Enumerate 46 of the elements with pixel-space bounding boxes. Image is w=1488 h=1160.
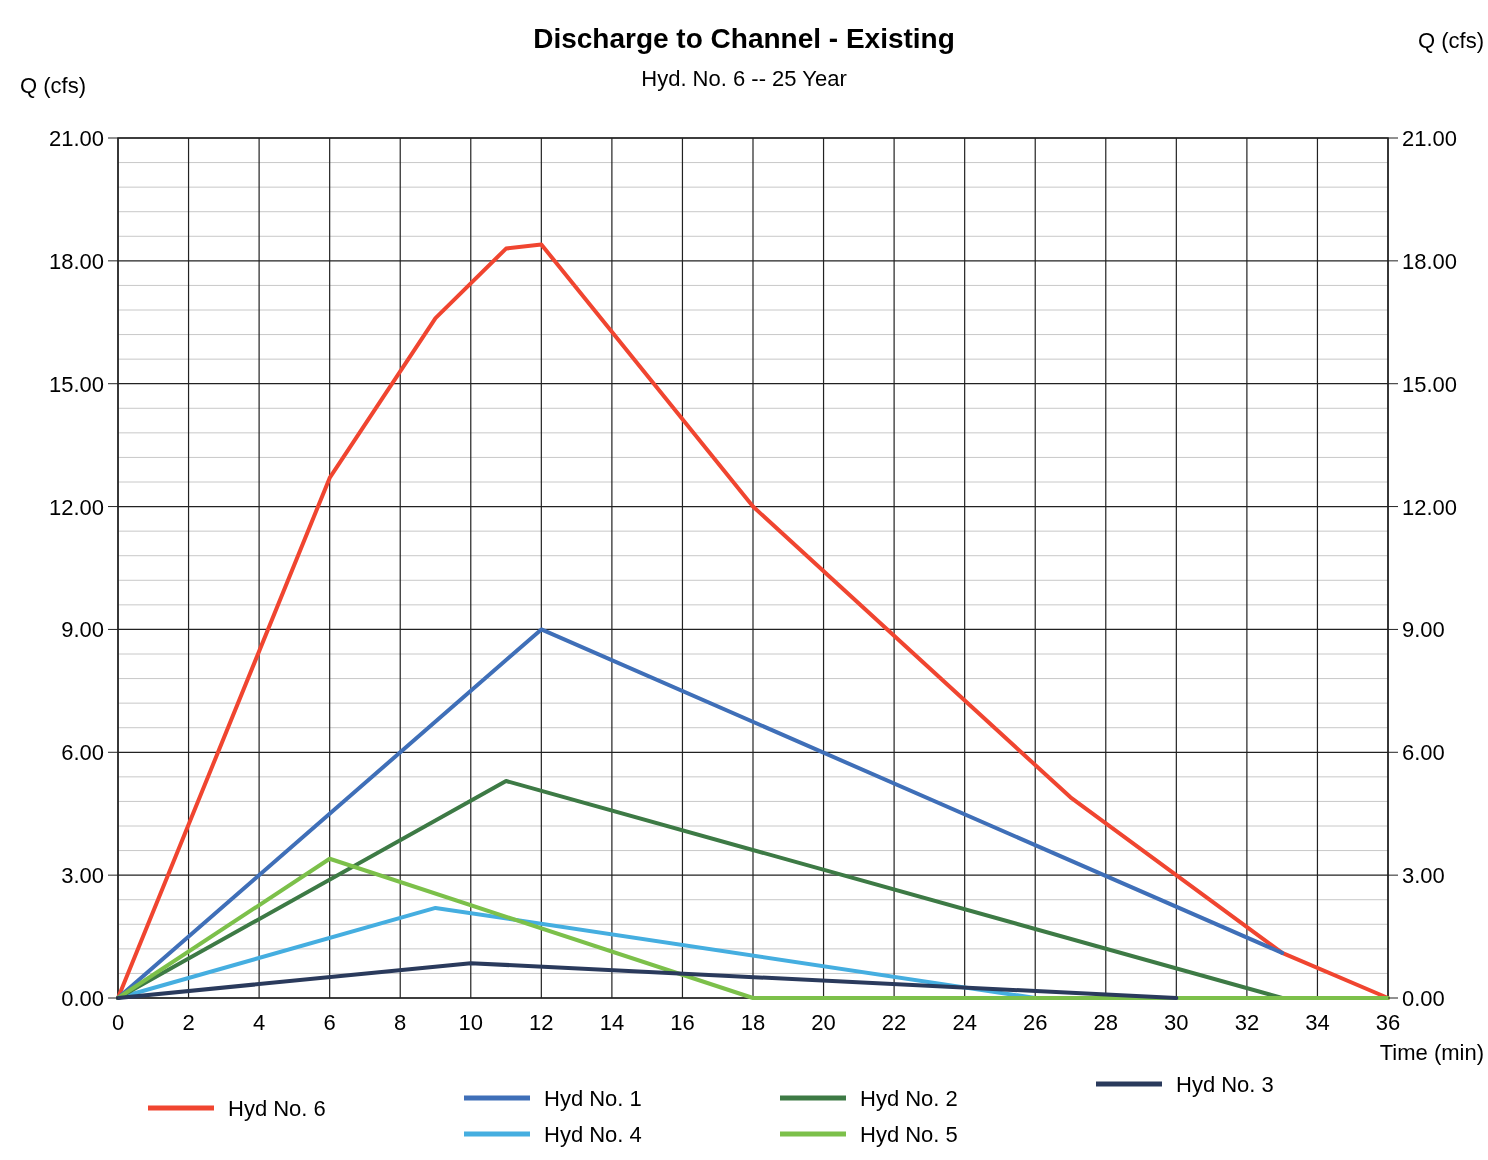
legend-label: Hyd No. 2 — [860, 1086, 958, 1111]
legend-label: Hyd No. 6 — [228, 1096, 326, 1121]
x-tick-label: 4 — [252, 1010, 266, 1035]
x-tick-label: 36 — [1375, 1010, 1401, 1035]
y-tick-label: 0.00 — [61, 986, 104, 1011]
x-tick-label: 30 — [1164, 1010, 1189, 1035]
x-tick-label: 16 — [670, 1010, 695, 1035]
y-tick-label: 12.00 — [48, 494, 104, 520]
legend-label: Hyd No. 5 — [860, 1122, 958, 1147]
y-tick-label: 3.00 — [61, 863, 104, 889]
x-tick-label: 10 — [458, 1010, 484, 1035]
chart-subtitle: Hyd. No. 6 -- 25 Year — [641, 66, 847, 91]
y2-tick-label: 3.00 — [1402, 863, 1445, 889]
y2-tick-label: 9.00 — [1402, 617, 1445, 643]
x-tick-label: 6 — [323, 1010, 336, 1035]
x-tick-label: 32 — [1234, 1010, 1260, 1035]
y2-axis-title: Q (cfs) — [1418, 28, 1484, 53]
y2-tick-label: 6.00 — [1402, 740, 1445, 766]
x-tick-label: 28 — [1093, 1010, 1119, 1035]
y-tick-label: 6.00 — [61, 740, 104, 766]
x-tick-label: 14 — [599, 1010, 625, 1035]
x-tick-label: 24 — [952, 1010, 977, 1035]
x-axis-title: Time (min) — [1379, 1040, 1484, 1065]
y2-tick-label: 18.00 — [1402, 248, 1458, 274]
y2-tick-label: 12.00 — [1402, 494, 1458, 520]
x-tick-label: 8 — [394, 1010, 407, 1035]
y-axis-title: Q (cfs) — [20, 73, 86, 98]
y2-tick-label: 0.00 — [1402, 986, 1445, 1011]
legend-label: Hyd No. 4 — [544, 1122, 642, 1147]
y2-tick-label: 21.00 — [1402, 126, 1458, 151]
legend-label: Hyd No. 1 — [544, 1086, 642, 1111]
x-tick-label: 18 — [740, 1010, 766, 1035]
y-tick-label: 18.00 — [48, 248, 104, 274]
y-tick-label: 9.00 — [61, 617, 104, 643]
x-tick-label: 0 — [111, 1010, 125, 1035]
legend-label: Hyd No. 3 — [1176, 1072, 1274, 1097]
x-tick-label: 26 — [1022, 1010, 1048, 1035]
x-tick-label: 22 — [881, 1010, 907, 1035]
y-tick-label: 21.00 — [48, 126, 104, 151]
x-tick-label: 12 — [529, 1010, 554, 1035]
y2-tick-label: 15.00 — [1402, 371, 1458, 397]
x-tick-label: 2 — [182, 1010, 195, 1035]
x-tick-label: 20 — [811, 1010, 836, 1035]
chart-title: Discharge to Channel - Existing — [533, 23, 955, 54]
y-tick-label: 15.00 — [48, 371, 104, 397]
x-tick-label: 34 — [1305, 1010, 1330, 1035]
